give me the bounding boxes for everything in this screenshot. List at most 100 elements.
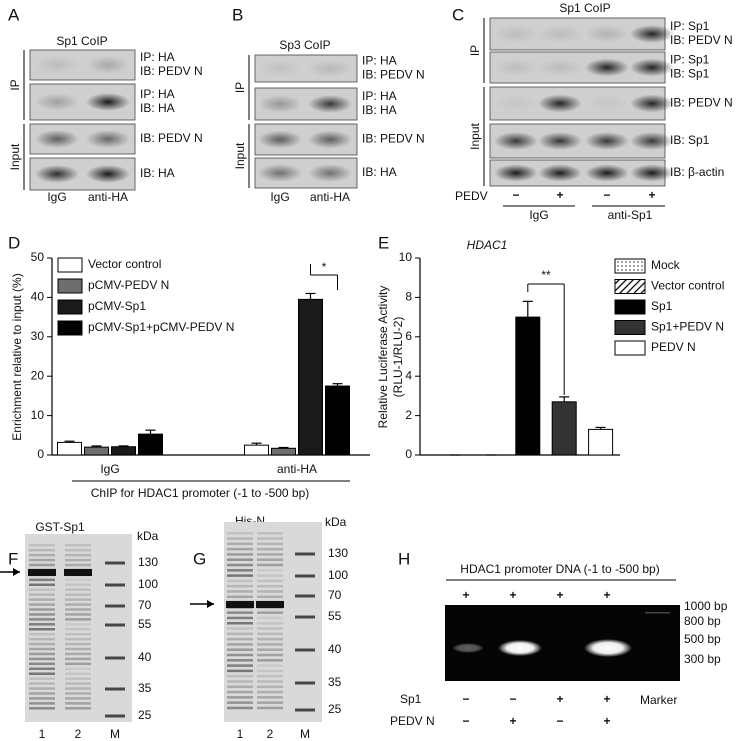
treatment-label: PEDV — [455, 189, 488, 203]
gel-band — [29, 652, 55, 656]
gel-band — [257, 706, 283, 710]
gel-band — [257, 653, 283, 657]
size-label: 800 bp — [684, 614, 721, 628]
marker-band — [295, 708, 315, 712]
gel-band — [227, 553, 253, 556]
gel-band — [227, 674, 253, 678]
blot-label: IP: HA — [140, 50, 175, 64]
sign: − — [462, 714, 469, 728]
gel-band — [257, 674, 283, 678]
gel-band — [65, 637, 91, 641]
sign: − — [509, 692, 516, 706]
gel-band — [29, 702, 55, 705]
gel-band — [227, 547, 253, 551]
panel-letter: A — [8, 5, 20, 24]
gel-band — [65, 598, 91, 601]
lane-label: M — [110, 727, 120, 741]
gel-band — [65, 702, 91, 705]
gel-band — [227, 706, 253, 710]
marker-label: 25 — [328, 702, 342, 716]
gel-band — [65, 672, 91, 675]
legend-label: PEDV N — [651, 340, 696, 354]
gel-band — [29, 598, 55, 601]
gel-band — [257, 574, 283, 577]
gel-band — [257, 611, 283, 614]
bar — [57, 441, 82, 456]
gel-band — [65, 707, 91, 710]
gel-band — [257, 595, 283, 599]
gel-band — [65, 623, 91, 626]
blot-label: IB: HA — [140, 166, 175, 180]
gel-band — [65, 692, 91, 695]
target-band — [28, 569, 56, 576]
blot-label: IB: HA — [140, 101, 175, 115]
gel-band — [257, 590, 283, 593]
gel-band — [227, 680, 253, 683]
arrow-head — [13, 568, 20, 576]
target-band — [256, 601, 284, 608]
error-bar — [145, 429, 156, 435]
blot-band — [630, 132, 674, 150]
blot-band — [494, 58, 538, 77]
y-tick-label: 6 — [405, 329, 412, 343]
blot-band — [258, 164, 302, 182]
lane-label: M — [300, 727, 310, 741]
panel-letter: D — [8, 233, 20, 252]
legend-label: Sp1+PEDV N — [651, 320, 724, 334]
error-bar — [305, 292, 316, 300]
marker-label: 130 — [138, 555, 158, 569]
blot-label: IB: PEDV N — [362, 132, 425, 146]
arrow-head — [207, 600, 214, 608]
gel-band — [65, 697, 91, 700]
x-tick-label: IgG — [100, 462, 119, 476]
y-tick-label: 30 — [31, 329, 45, 343]
blot-band — [308, 95, 352, 113]
blot-band — [308, 59, 352, 78]
marker-band — [105, 687, 125, 691]
sign: + — [509, 714, 516, 728]
sign: + — [648, 188, 655, 202]
gel-band — [29, 603, 55, 606]
gel-band — [65, 553, 91, 557]
blot-band — [308, 130, 352, 149]
bar — [138, 433, 163, 456]
lane-label: anti-HA — [88, 190, 128, 204]
dna-band — [452, 643, 484, 653]
legend-swatch — [614, 340, 646, 356]
marker-band — [105, 561, 125, 565]
row-label: Sp1 — [400, 692, 422, 706]
y-axis-label: Enrichment relative to input (%) — [10, 273, 24, 440]
panel-title: HDAC1 promoter DNA (-1 to -500 bp) — [460, 562, 659, 576]
gel-band — [29, 563, 55, 567]
marker-label: 55 — [138, 617, 152, 631]
blot-label: IB: PEDV N — [362, 68, 425, 82]
gel-band — [257, 622, 283, 625]
gel-band — [257, 701, 283, 704]
gel-band — [257, 553, 283, 556]
bar — [325, 385, 350, 456]
legend-swatch — [57, 278, 83, 294]
gel-band — [29, 583, 55, 587]
legend-swatch — [57, 257, 83, 273]
sign: + — [556, 692, 563, 706]
significance-label: * — [322, 260, 327, 274]
marker-band — [295, 552, 315, 556]
blot-label: IB: Sp1 — [670, 133, 710, 147]
gel-band — [65, 608, 91, 611]
gel-band — [65, 628, 91, 631]
legend-swatch — [57, 299, 83, 315]
gel-band — [65, 667, 91, 671]
gel-band — [227, 637, 253, 641]
blot-label: IB: β-actin — [670, 165, 724, 179]
lane-label: anti-HA — [310, 190, 350, 204]
blot-band — [585, 58, 629, 77]
sign: − — [556, 714, 563, 728]
marker-band — [105, 623, 125, 627]
gel-band — [29, 588, 55, 591]
gel-band — [227, 611, 253, 614]
blot-label: IP: Sp1 — [670, 53, 710, 67]
gel-band — [65, 578, 91, 582]
group-label: IP — [468, 45, 482, 56]
y-axis-label: (RLU-1/RLU-2) — [391, 317, 405, 398]
gel-band — [65, 652, 91, 656]
